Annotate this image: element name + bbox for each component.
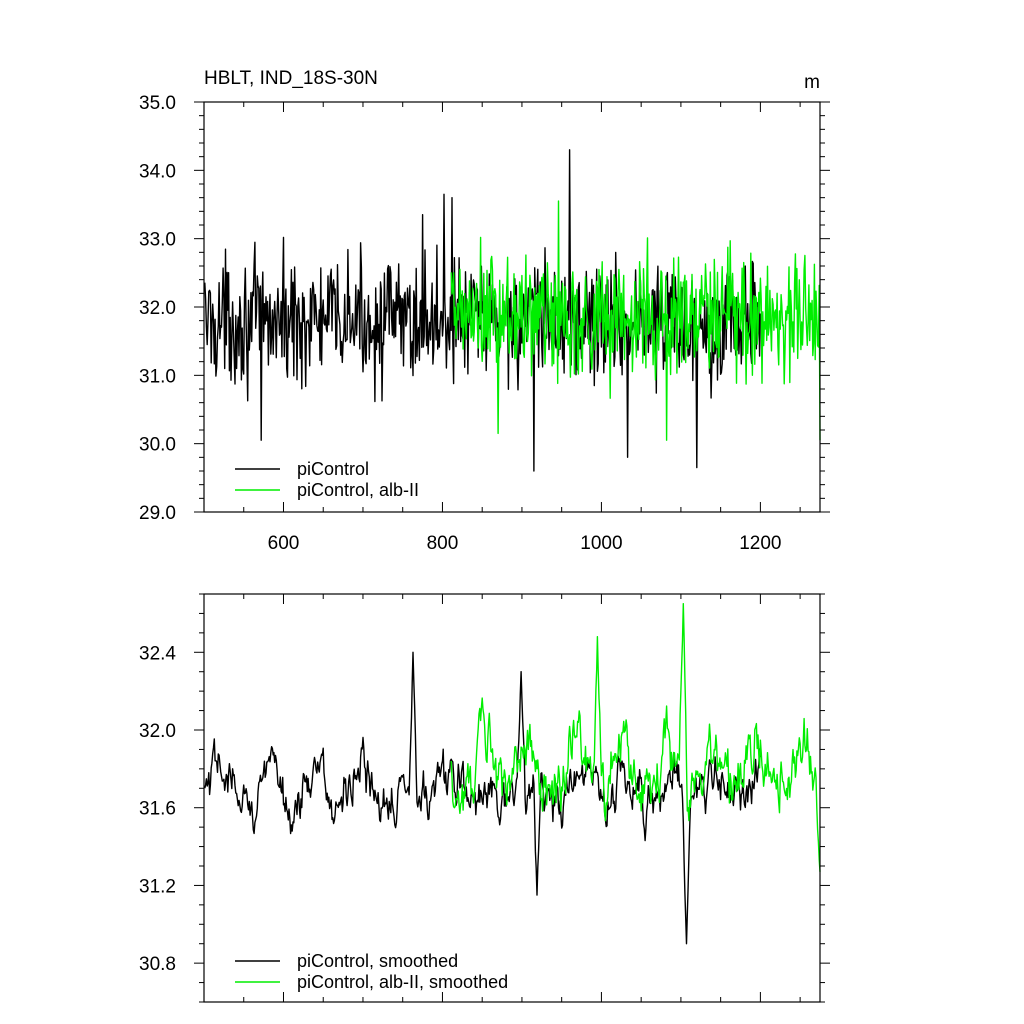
y-tick-label: 31.0 [139, 366, 176, 387]
y-tick-label: 34.0 [139, 161, 176, 182]
y-tick-label: 31.6 [139, 799, 176, 820]
legend-label-picontrol-alb-ii-smoothed: piControl, alb-II, smoothed [297, 972, 508, 992]
x-tick-label: 600 [268, 533, 300, 554]
y-tick-label: 35.0 [139, 93, 176, 114]
legend-label-picontrol-smoothed: piControl, smoothed [297, 951, 458, 971]
y-tick-label: 32.0 [139, 721, 176, 742]
top-legend: piControl piControl, alb-II [235, 459, 419, 500]
series-line-picontrol-alb-ii [450, 200, 821, 441]
x-tick-label: 800 [427, 533, 459, 554]
legend-label-picontrol: piControl [297, 459, 369, 479]
top-plot-frame [203, 101, 821, 513]
series-line-picontrol [204, 149, 762, 472]
bottom-series-group [204, 603, 821, 945]
y-tick-label: 32.4 [139, 643, 176, 664]
y-tick-label: 30.0 [139, 435, 176, 456]
bottom-axes: 30.8 31.2 31.6 32.0 32.4 [139, 593, 830, 1003]
chart-title: HBLT, IND_18S-30N [204, 68, 378, 89]
series-line-picontrol-smoothed [204, 651, 762, 945]
y-tick-label: 32.0 [139, 298, 176, 319]
legend-label-picontrol-alb-ii: piControl, alb-II [297, 480, 419, 500]
unit-label: m [804, 72, 820, 93]
x-tick-label: 1200 [739, 533, 781, 554]
top-series-group [204, 149, 821, 472]
y-tick-label: 29.0 [139, 503, 176, 524]
y-tick-label: 33.0 [139, 230, 176, 251]
y-tick-label: 30.8 [139, 954, 176, 975]
bottom-legend: piControl, smoothed piControl, alb-II, s… [235, 951, 508, 992]
top-axes: 600 800 1000 1200 29.0 30.0 31.0 32.0 33.0 34.0 35… [139, 93, 830, 554]
top-panel: HBLT, IND_18S-30N m 600 800 1000 1200 29.0 30… [139, 68, 830, 554]
bottom-panel: 30.8 31.2 31.6 32.0 32.4 piControl, smoothed… [139, 593, 830, 1003]
bottom-plot-frame [203, 593, 821, 1003]
series-line-picontrol-alb-ii-smoothed [450, 603, 821, 872]
x-tick-label: 1000 [580, 533, 622, 554]
y-tick-label: 31.2 [139, 876, 176, 897]
